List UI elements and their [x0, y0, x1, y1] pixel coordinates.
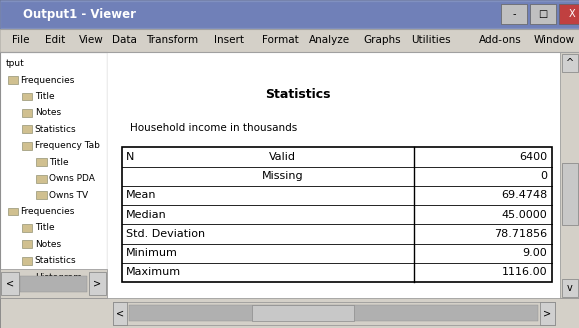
- Bar: [22, 92, 32, 100]
- Text: Minimum: Minimum: [126, 248, 178, 258]
- Text: Statistics: Statistics: [35, 256, 76, 265]
- Text: v: v: [567, 283, 573, 293]
- Bar: [252, 305, 354, 321]
- Bar: [8, 76, 18, 84]
- Text: Household income in thousands: Household income in thousands: [130, 123, 298, 133]
- Bar: [540, 302, 555, 325]
- Text: Frequency Tab: Frequency Tab: [35, 141, 100, 150]
- Bar: [0, 298, 579, 328]
- Bar: [501, 4, 527, 24]
- Text: Notes: Notes: [35, 109, 61, 117]
- Bar: [36, 158, 47, 166]
- Bar: [0, 0, 579, 29]
- Text: ^: ^: [566, 58, 574, 68]
- Text: Utilities: Utilities: [411, 35, 450, 45]
- Bar: [89, 272, 106, 295]
- Text: <: <: [116, 308, 124, 318]
- Text: Analyze: Analyze: [309, 35, 350, 45]
- Text: Statistics: Statistics: [265, 88, 330, 101]
- Text: File: File: [12, 35, 29, 45]
- Text: Format: Format: [262, 35, 298, 45]
- Text: Mean: Mean: [126, 191, 157, 200]
- Bar: [562, 54, 578, 72]
- Bar: [1, 272, 19, 295]
- Text: Median: Median: [126, 210, 167, 220]
- Text: Statistics: Statistics: [35, 125, 76, 134]
- Text: Output1 - Viewer: Output1 - Viewer: [23, 8, 136, 21]
- Text: N: N: [126, 152, 134, 162]
- Bar: [122, 147, 552, 282]
- Bar: [0, 269, 107, 298]
- Text: Owns TV: Owns TV: [49, 191, 89, 199]
- Text: Frequencies: Frequencies: [20, 207, 75, 216]
- Text: Owns PDA: Owns PDA: [49, 174, 95, 183]
- Text: Title: Title: [49, 158, 69, 167]
- Bar: [0, 29, 579, 52]
- Text: Window: Window: [534, 35, 575, 45]
- Bar: [36, 191, 47, 199]
- Text: 6400: 6400: [519, 152, 547, 162]
- Bar: [22, 257, 32, 265]
- Bar: [22, 273, 32, 281]
- Text: <: <: [6, 279, 14, 289]
- Text: 9.00: 9.00: [522, 248, 547, 258]
- Text: Edit: Edit: [45, 35, 65, 45]
- Text: X: X: [569, 9, 575, 19]
- Text: Graphs: Graphs: [364, 35, 401, 45]
- Bar: [560, 52, 579, 298]
- Bar: [559, 4, 579, 24]
- Text: >: >: [543, 308, 552, 318]
- Text: >: >: [93, 279, 101, 289]
- Bar: [20, 276, 87, 292]
- Bar: [22, 125, 32, 133]
- Text: 0: 0: [540, 171, 547, 181]
- Bar: [22, 142, 32, 150]
- Bar: [0, 52, 107, 298]
- Text: View: View: [79, 35, 104, 45]
- Text: Std. Deviation: Std. Deviation: [126, 229, 206, 239]
- Text: Transform: Transform: [146, 35, 198, 45]
- Bar: [22, 224, 32, 232]
- Bar: [129, 305, 538, 321]
- Bar: [562, 163, 578, 225]
- Text: Frequencies: Frequencies: [20, 75, 75, 85]
- Text: tput: tput: [6, 59, 24, 68]
- Bar: [22, 109, 32, 117]
- Text: Title: Title: [35, 223, 54, 232]
- Text: 78.71856: 78.71856: [494, 229, 547, 239]
- Text: Insert: Insert: [214, 35, 244, 45]
- Bar: [36, 175, 47, 183]
- Bar: [113, 302, 555, 325]
- Text: -: -: [512, 9, 516, 19]
- Text: □: □: [538, 9, 547, 19]
- Text: Data: Data: [112, 35, 137, 45]
- Text: Title: Title: [35, 92, 54, 101]
- Text: Maximum: Maximum: [126, 267, 181, 277]
- Bar: [22, 240, 32, 248]
- Text: Notes: Notes: [35, 240, 61, 249]
- Text: 45.0000: 45.0000: [501, 210, 547, 220]
- Text: 69.4748: 69.4748: [501, 191, 547, 200]
- Text: Histogram: Histogram: [35, 273, 82, 282]
- Text: 1116.00: 1116.00: [501, 267, 547, 277]
- Bar: [562, 279, 578, 297]
- Bar: [113, 302, 127, 325]
- Text: Missing: Missing: [262, 171, 303, 181]
- Bar: [8, 208, 18, 215]
- Bar: [107, 52, 560, 298]
- Bar: [530, 4, 556, 24]
- Text: Valid: Valid: [269, 152, 296, 162]
- Text: Add-ons: Add-ons: [479, 35, 522, 45]
- Bar: [1, 2, 578, 27]
